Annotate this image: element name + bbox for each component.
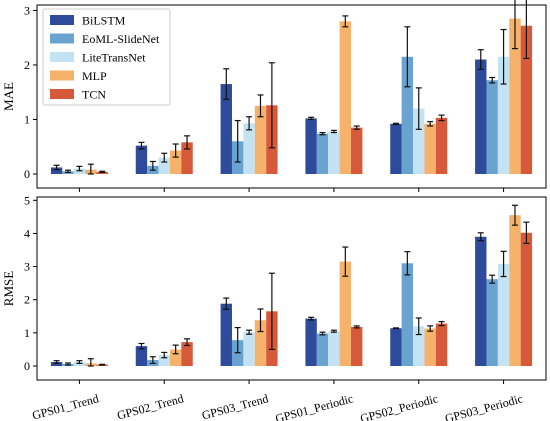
bar-bilstm: [305, 118, 317, 174]
y-axis-label: MAE: [1, 82, 16, 111]
y-axis-label: RMSE: [1, 271, 16, 306]
bar-litetransnet: [497, 56, 510, 174]
legend-swatch: [50, 33, 74, 44]
legend-label: TCN: [82, 88, 106, 102]
bar-mlp: [509, 215, 521, 366]
x-tick-label: GPS03_Periodic: [443, 391, 524, 421]
chart-panel-rmse: 0 1 2 3 4 5 RMSE GPS01_Trend GPS02_Trend GPS03_Tr…: [1, 193, 547, 421]
bar-bilstm: [135, 346, 148, 366]
y-tick-label: 1: [24, 326, 30, 340]
y-tick-label: 3: [24, 3, 30, 17]
x-tick-label: GPS01_Trend: [31, 391, 101, 421]
bar-eoml-slidenet: [486, 279, 498, 366]
legend-swatch: [50, 70, 74, 81]
bar-tcn: [520, 25, 533, 175]
bar-eoml-slidenet: [401, 263, 414, 366]
legend-swatch: [50, 52, 74, 62]
bar-tcn: [181, 342, 193, 366]
y-tick-label: 2: [24, 58, 30, 72]
bar-litetransnet: [328, 331, 340, 366]
bar-eoml-slidenet: [316, 133, 329, 174]
bar-bilstm: [390, 328, 402, 366]
bar-eoml-slidenet: [316, 333, 329, 366]
bar-bilstm: [50, 167, 63, 174]
bar-bilstm: [220, 303, 232, 366]
bar-mlp: [339, 21, 352, 174]
bar-bilstm: [220, 84, 232, 174]
y-tick-label: 5: [24, 193, 30, 207]
legend-label: BiLSTM: [82, 14, 126, 28]
chart-panel-mae: 0 1 2 3 MAE BiLSTM EoML-SlideNet LiteTransNet ML…: [1, 0, 547, 192]
bar-litetransnet: [413, 108, 425, 174]
y-tick-label: 0: [24, 359, 30, 373]
x-tick-label: GPS02_Trend: [115, 391, 185, 421]
bar-litetransnet: [243, 332, 255, 366]
bar-tcn: [520, 232, 533, 366]
bar-mlp: [254, 320, 267, 366]
bar-mlp: [424, 328, 436, 366]
bar-tcn: [351, 326, 363, 366]
legend: BiLSTM EoML-SlideNet LiteTransNet MLP TCN: [42, 8, 171, 106]
bar-mlp: [254, 105, 267, 174]
bar-mlp: [509, 18, 521, 175]
legend-label: LiteTransNet: [82, 51, 146, 65]
bar-mlp: [339, 261, 352, 366]
bar-litetransnet: [243, 123, 255, 174]
legend-swatch: [50, 15, 74, 25]
plot-frame: [36, 4, 547, 189]
bar-tcn: [181, 142, 193, 174]
bar-eoml-slidenet: [486, 80, 498, 174]
x-tick-label: GPS02_Periodic: [359, 391, 440, 421]
bar-eoml-slidenet: [401, 56, 414, 174]
bar-litetransnet: [158, 157, 170, 174]
bar-bilstm: [305, 318, 317, 366]
bar-tcn: [435, 117, 448, 174]
bar-litetransnet: [413, 326, 425, 366]
y-tick-label: 0: [24, 167, 30, 181]
bar-mlp: [424, 123, 436, 174]
y-tick-label: 1: [24, 112, 30, 126]
bar-mlp: [169, 349, 182, 366]
legend-label: MLP: [82, 69, 107, 83]
bar-litetransnet: [73, 362, 86, 366]
bar-bilstm: [390, 123, 402, 174]
x-tick-label: GPS03_Trend: [200, 391, 270, 421]
legend-box: [42, 8, 171, 106]
bar-bilstm: [475, 59, 487, 174]
bar-mlp: [169, 150, 182, 174]
bar-tcn: [351, 127, 363, 174]
y-tick-label: 3: [24, 260, 30, 274]
bar-bilstm: [50, 362, 63, 366]
y-tick-label: 4: [24, 226, 30, 240]
legend-label: EoML-SlideNet: [82, 32, 160, 46]
y-tick-label: 2: [24, 293, 30, 307]
x-tick-label: GPS01_Periodic: [274, 391, 355, 421]
bar-tcn: [435, 323, 448, 366]
legend-swatch: [50, 89, 74, 99]
bar-litetransnet: [497, 263, 510, 366]
bar-litetransnet: [158, 355, 170, 366]
bar-bilstm: [475, 236, 487, 366]
plot-frame: [36, 196, 547, 381]
bar-bilstm: [135, 145, 148, 174]
bar-litetransnet: [328, 131, 340, 174]
